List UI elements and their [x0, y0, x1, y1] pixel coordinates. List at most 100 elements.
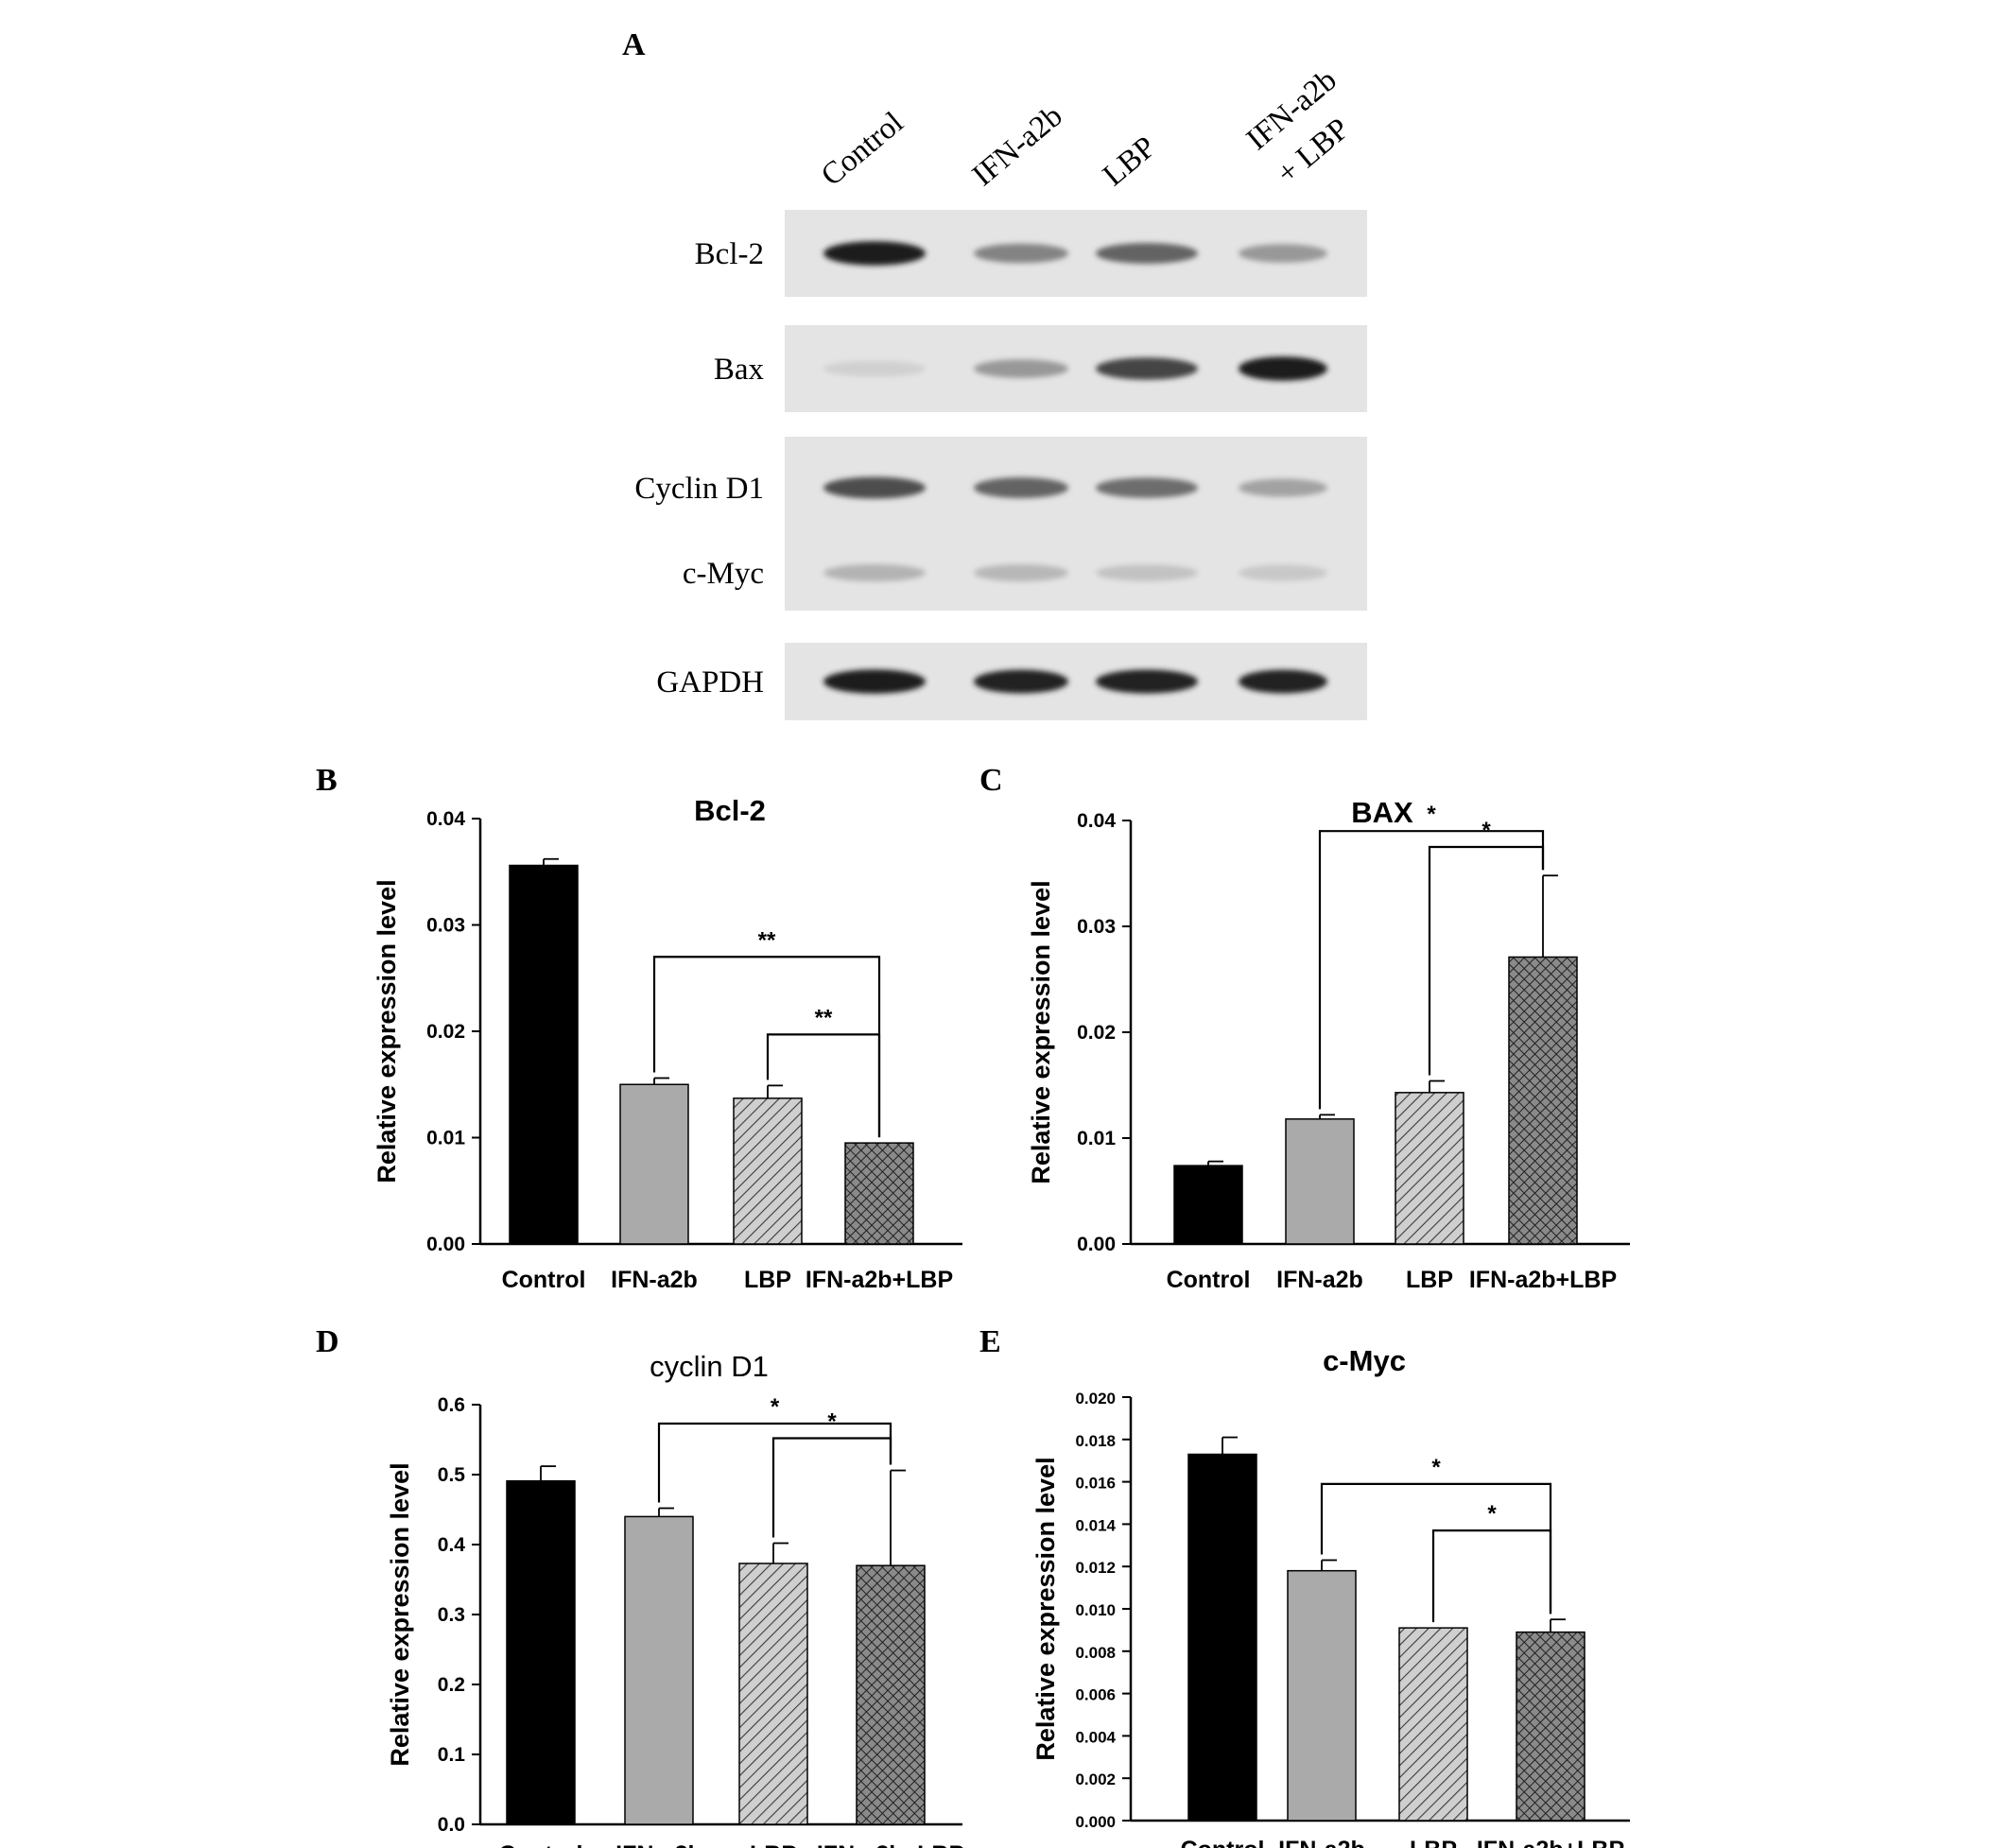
- chart-title: c-Myc: [1323, 1344, 1406, 1377]
- y-tick-label: 0.000: [1075, 1813, 1116, 1831]
- bar: [733, 1097, 803, 1245]
- significance-bracket: [657, 1422, 892, 1503]
- y-tick-label: 0.006: [1075, 1686, 1116, 1704]
- y-tick-label: 0.02: [1077, 1022, 1116, 1044]
- bar: [1173, 1165, 1243, 1245]
- bar: [1287, 1569, 1357, 1822]
- significance-mark: *: [771, 1394, 780, 1420]
- blot-band: [974, 564, 1068, 581]
- y-tick-label: 0.012: [1075, 1559, 1116, 1577]
- y-tick-label: 0.0: [438, 1814, 465, 1836]
- y-tick-label: 0.004: [1075, 1728, 1116, 1746]
- bar-chart-cyclin-d1: 0.0 0.1 0.2 0.3 0.4 0.5 0.6 Relative expression…: [386, 1350, 964, 1848]
- y-tick-label: 0.020: [1075, 1390, 1116, 1408]
- y-axis-label: Relative expression level: [373, 879, 401, 1183]
- y-tick-label: 0.03: [426, 915, 465, 937]
- blot-band: [823, 360, 926, 377]
- significance-mark: *: [1431, 1455, 1441, 1480]
- bar: [844, 1142, 914, 1245]
- blot-row-label: c-Myc: [683, 557, 764, 591]
- category-label: IFN-a2b: [611, 1267, 698, 1293]
- y-tick-label: 0.010: [1075, 1601, 1116, 1619]
- panel-label-e: E: [979, 1324, 1001, 1359]
- y-tick-label: 0.016: [1075, 1475, 1116, 1493]
- category-label: LBP: [1410, 1837, 1457, 1848]
- panel-label-a: A: [622, 27, 646, 62]
- y-axis-label: Relative expression level: [1027, 880, 1055, 1183]
- category-label: IFN-a2b: [1276, 1267, 1363, 1293]
- bar: [1508, 956, 1578, 1245]
- y-tick-label: 0.008: [1075, 1644, 1116, 1662]
- significance-mark: **: [815, 1005, 833, 1030]
- y-tick-label: 0.1: [438, 1744, 466, 1766]
- category-label: IFN-a2b+LBP: [806, 1267, 953, 1293]
- blot-band: [1096, 357, 1198, 380]
- blot-band: [1096, 477, 1198, 498]
- blot-row-label: GAPDH: [656, 665, 764, 699]
- category-label: IFN-a2b+LBP: [817, 1841, 964, 1848]
- y-tick-label: 0.018: [1075, 1432, 1116, 1450]
- blot-band: [1096, 243, 1198, 264]
- bar: [1285, 1118, 1355, 1245]
- y-tick-label: 0.6: [438, 1394, 465, 1416]
- bar: [1395, 1092, 1464, 1245]
- blot-band: [1239, 669, 1327, 694]
- category-label: Control: [499, 1841, 583, 1848]
- blot-band: [974, 243, 1068, 264]
- blot-band: [1096, 564, 1198, 581]
- bar: [509, 864, 579, 1245]
- chart-title: BAX: [1351, 796, 1413, 829]
- blot-band: [1239, 564, 1327, 581]
- y-tick-label: 0.014: [1075, 1516, 1116, 1534]
- lane-label-ifn-a2b: IFN-a2b: [966, 99, 1069, 193]
- panel-label-b: B: [316, 763, 338, 798]
- significance-bracket: [771, 1437, 892, 1538]
- bar-chart-bax: 0.00 0.01 0.02 0.03 0.04 Relative expression …: [1027, 796, 1630, 1293]
- significance-mark: **: [758, 927, 776, 953]
- y-tick-label: 0.02: [426, 1021, 465, 1043]
- category-label: Control: [1181, 1837, 1265, 1848]
- significance-mark: *: [827, 1409, 837, 1435]
- category-label: IFN-a2b+LBP: [1477, 1837, 1624, 1848]
- blot-band: [974, 669, 1068, 694]
- bar: [624, 1515, 694, 1825]
- significance-mark: *: [1487, 1501, 1497, 1527]
- lane-label-lbp: LBP: [1097, 130, 1163, 193]
- bar-chart-bcl2: 0.00 0.01 0.02 0.03 0.04 Relative expression …: [373, 794, 962, 1293]
- category-label: Control: [502, 1267, 586, 1293]
- significance-mark: *: [1427, 802, 1436, 827]
- bar: [738, 1563, 808, 1825]
- bar: [506, 1479, 576, 1825]
- y-tick-label: 0.00: [1077, 1234, 1116, 1255]
- blot-band: [823, 241, 926, 266]
- category-label: IFN-a2b: [615, 1841, 702, 1848]
- category-label: LBP: [750, 1841, 797, 1848]
- y-tick-label: 0.002: [1075, 1770, 1116, 1788]
- bar: [619, 1083, 689, 1245]
- y-tick-label: 0.4: [438, 1534, 466, 1556]
- category-label: IFN-a2b: [1278, 1837, 1365, 1848]
- category-label: Control: [1167, 1267, 1251, 1293]
- y-axis-label: Relative expression level: [1031, 1457, 1060, 1760]
- lane-label-control: Control: [815, 106, 910, 193]
- blot-band: [1239, 244, 1327, 263]
- y-tick-label: 0.01: [426, 1128, 465, 1149]
- blot-band: [823, 476, 926, 499]
- bar: [856, 1564, 926, 1825]
- y-tick-label: 0.01: [1077, 1128, 1116, 1149]
- y-tick-label: 0.2: [438, 1674, 465, 1696]
- bar: [1187, 1453, 1257, 1822]
- significance-bracket: [1428, 845, 1545, 1076]
- blot-band: [974, 477, 1068, 498]
- significance-bracket: [766, 1033, 881, 1138]
- y-tick-label: 0.3: [438, 1604, 465, 1626]
- western-blot-panel: Control IFN-a2b LBP IFN-a2b + LBP Bcl-2B…: [634, 63, 1367, 720]
- y-tick-label: 0.04: [426, 808, 465, 830]
- blot-band: [823, 669, 926, 694]
- blot-row-label: Bax: [714, 353, 765, 387]
- bar-chart-c-myc: 0.000 0.002 0.004 0.006 0.008 0.010 0.012 0.014…: [1031, 1344, 1630, 1848]
- significance-bracket: [1431, 1529, 1552, 1623]
- y-tick-label: 0.00: [426, 1234, 465, 1255]
- chart-title: Bcl-2: [694, 794, 766, 827]
